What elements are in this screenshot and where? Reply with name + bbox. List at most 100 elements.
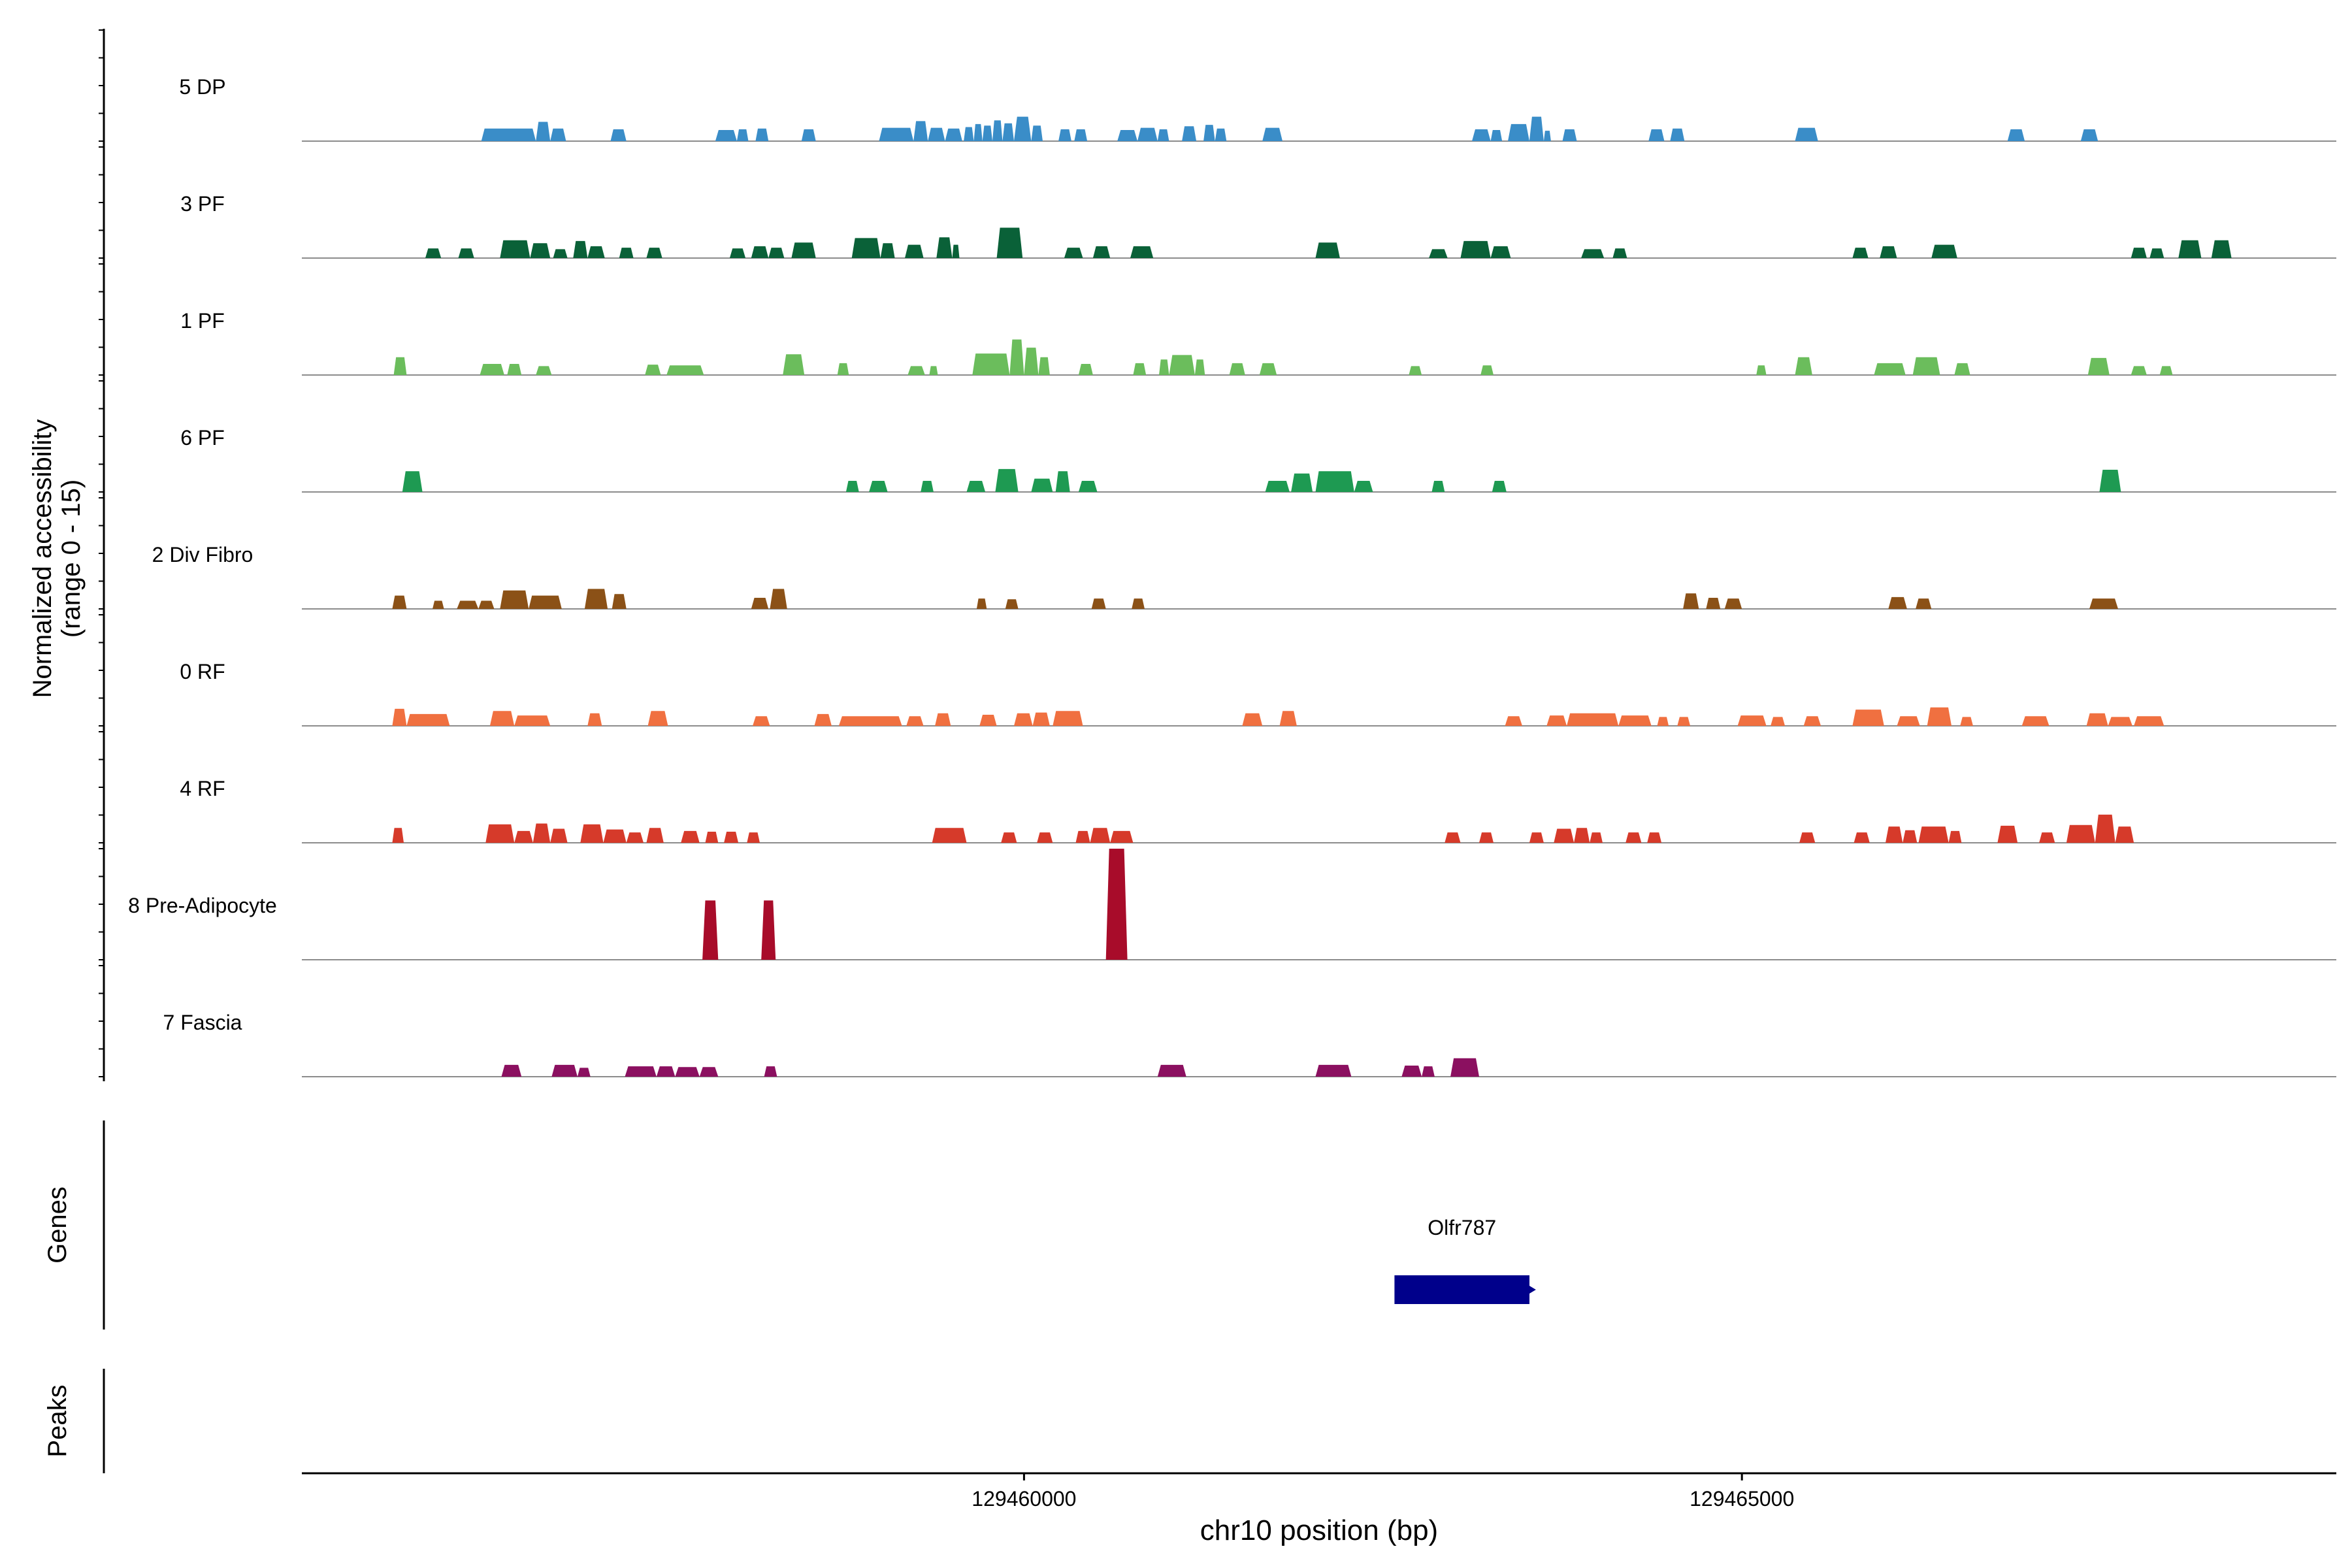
coverage-peak (1064, 248, 1083, 258)
coverage-peak (1315, 1064, 1352, 1077)
coverage-peak (550, 828, 568, 843)
coverage-peak (851, 238, 881, 258)
coverage-peak (724, 832, 739, 843)
coverage-peak (1706, 598, 1721, 609)
coverage-peak (1157, 129, 1169, 141)
coverage-peak (1756, 365, 1767, 375)
coverage-peak (992, 120, 1003, 141)
track-6: 0 RF (180, 660, 2336, 727)
coverage-peak (1038, 357, 1050, 375)
coverage-peak (1354, 481, 1373, 492)
coverage-peak (626, 832, 644, 843)
coverage-peak (2108, 717, 2132, 726)
coverage-peak (1508, 123, 1529, 141)
coverage-peak (573, 240, 588, 258)
coverage-peak (500, 240, 531, 258)
track-2: 3 PF (180, 192, 2336, 259)
coverage-peak (1948, 830, 1962, 843)
coverage-peak (1024, 348, 1039, 375)
coverage-peak (905, 244, 924, 258)
coverage-peak (764, 1066, 777, 1077)
coverage-peak (645, 365, 661, 375)
track-8: 8 Pre-Adipocyte (128, 849, 2336, 960)
coverage-peak (1931, 244, 1957, 258)
coverage-peak (1110, 830, 1134, 843)
coverage-peak (1215, 128, 1227, 141)
coverage-peak (1092, 246, 1111, 258)
coverage-peak (972, 353, 1010, 375)
coverage-peak (478, 600, 495, 609)
coverage-peak (699, 1067, 719, 1077)
coverage-peak (1490, 130, 1503, 141)
coverage-peak (1912, 357, 1940, 375)
coverage-peak (1954, 363, 1970, 375)
track-label: 2 Div Fibro (152, 543, 253, 566)
coverage-peak (530, 243, 551, 258)
gene-strand-arrow (1529, 1286, 1536, 1294)
coverage-peak (2080, 129, 2099, 141)
coverage-peak (1032, 712, 1050, 726)
coverage-peak (1431, 481, 1445, 492)
coverage-peak (656, 1066, 676, 1077)
coverage-peak (751, 246, 769, 258)
coverage-peak (952, 244, 960, 258)
coverage-peak (1037, 832, 1053, 843)
coverage-peak (936, 237, 953, 258)
coverage-peak (768, 248, 785, 258)
coverage-peak (1562, 129, 1577, 141)
coverage-peak (1657, 717, 1669, 726)
x-axis-label: chr10 position (bp) (1200, 1514, 1438, 1546)
coverage-peak (2007, 129, 2025, 141)
track-3: 1 PF (180, 309, 2336, 376)
coverage-peak (747, 832, 760, 843)
coverage-peak (1401, 1066, 1422, 1077)
coverage-peak (1737, 715, 1767, 726)
coverage-peak (1803, 716, 1821, 726)
track-label: 3 PF (180, 192, 225, 216)
coverage-peak (1590, 832, 1603, 843)
coverage-peak (1074, 129, 1088, 141)
coverage-peak (2086, 713, 2108, 726)
coverage-peak (2039, 832, 2055, 843)
coverage-peak (1002, 123, 1014, 141)
track-label: 0 RF (180, 660, 225, 683)
coverage-peak (1490, 246, 1511, 258)
coverage-peak (1075, 830, 1090, 843)
coverage-peak (1647, 832, 1662, 843)
coverage-peak (1618, 715, 1652, 726)
coverage-peak (1960, 717, 1973, 726)
coverage-peak (553, 249, 568, 258)
peaks-panel: Peaks (43, 1369, 105, 1473)
coverage-peak (869, 481, 888, 492)
coverage-peak (1014, 116, 1032, 141)
track-label: 6 PF (180, 426, 225, 449)
coverage-tracks: 5 DP 3 PF 1 PF 6 PF 2 Div Fibro 0 RF 4 RF 8 Pre… (128, 75, 2336, 1077)
coverage-peak (587, 246, 605, 258)
coverage-peak (935, 713, 951, 726)
y-axis-label: Normalized accessibility (28, 419, 57, 698)
coverage-peak (982, 125, 992, 141)
coverage-peak (1058, 129, 1071, 141)
track-1: 5 DP (179, 75, 2336, 142)
coverage-peak (1132, 598, 1145, 609)
coverage-peak (907, 366, 925, 375)
coverage-peak (536, 366, 552, 375)
coverage-peak (2178, 240, 2202, 258)
coverage-peak (1194, 359, 1205, 375)
coverage-peak (619, 248, 634, 258)
coverage-peak (2095, 814, 2115, 843)
coverage-peak (1053, 711, 1083, 726)
coverage-peak (1795, 127, 1818, 141)
coverage-peak (1997, 825, 2018, 843)
coverage-peak (646, 828, 664, 843)
coverage-peak (393, 357, 407, 375)
coverage-peak (729, 248, 746, 258)
coverage-peak (514, 715, 551, 726)
gene-label: Olfr787 (1428, 1216, 1496, 1239)
coverage-peak (1078, 481, 1098, 492)
coverage-peak (1874, 363, 1906, 375)
coverage-peak (913, 121, 928, 141)
coverage-peak (1055, 471, 1070, 492)
coverage-peak (481, 128, 536, 141)
coverage-peak (736, 129, 749, 141)
